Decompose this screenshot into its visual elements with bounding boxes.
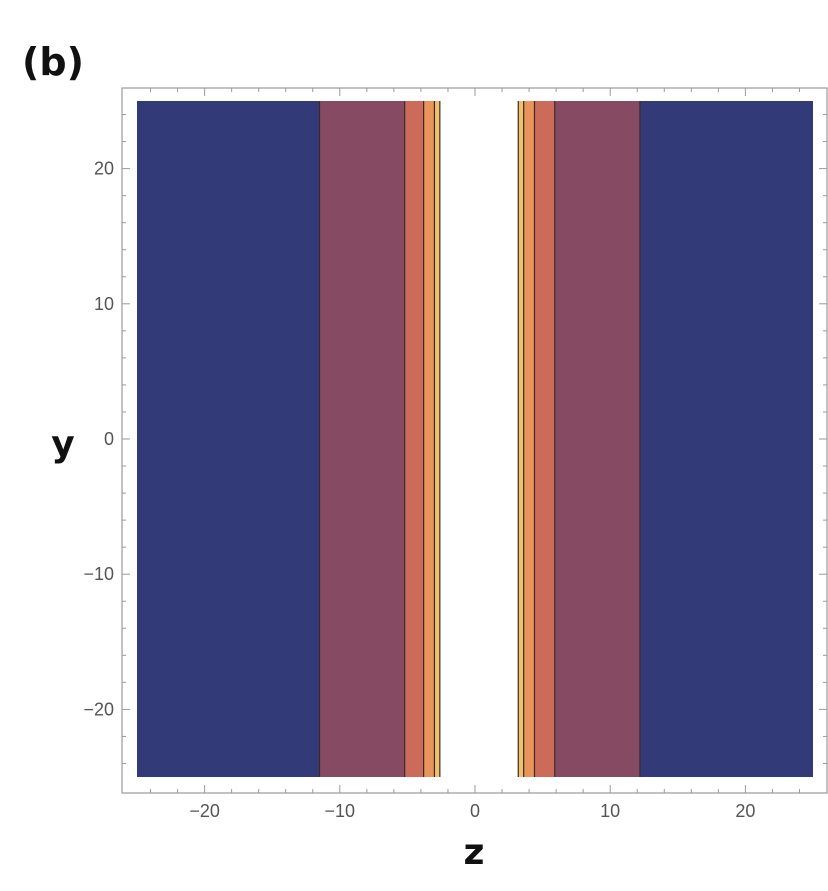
contour-band-6 bbox=[518, 101, 524, 777]
contour-lines bbox=[318, 101, 641, 777]
x-tick-label: 20 bbox=[735, 801, 755, 821]
y-tick-label: −10 bbox=[83, 564, 114, 584]
y-tick-label: 20 bbox=[94, 159, 114, 179]
contour-band-4 bbox=[434, 101, 440, 777]
x-axis-ticks: −20 −10 0 10 20 bbox=[150, 88, 800, 821]
contour-band-1 bbox=[319, 101, 405, 777]
x-axis-title: z bbox=[464, 832, 485, 873]
x-tick-label: −10 bbox=[325, 801, 356, 821]
contour-band-2 bbox=[404, 101, 424, 777]
y-axis-ticks: −20 −10 0 10 20 bbox=[83, 114, 827, 764]
x-tick-label: −20 bbox=[189, 801, 220, 821]
contour-bands bbox=[137, 101, 813, 777]
contour-band-5 bbox=[439, 101, 519, 777]
x-tick-label: 10 bbox=[600, 801, 620, 821]
contour-band-8 bbox=[534, 101, 555, 777]
panel-label: (b) bbox=[22, 40, 84, 84]
y-tick-label: 0 bbox=[104, 429, 114, 449]
contour-band-10 bbox=[639, 101, 813, 777]
contour-band-7 bbox=[523, 101, 535, 777]
x-tick-label: 0 bbox=[470, 801, 480, 821]
contour-band-9 bbox=[554, 101, 640, 777]
y-axis-title: y bbox=[51, 424, 74, 465]
contour-band-3 bbox=[423, 101, 435, 777]
y-tick-label: −20 bbox=[83, 699, 114, 719]
contour-band-0 bbox=[137, 101, 320, 777]
y-tick-label: 10 bbox=[94, 294, 114, 314]
